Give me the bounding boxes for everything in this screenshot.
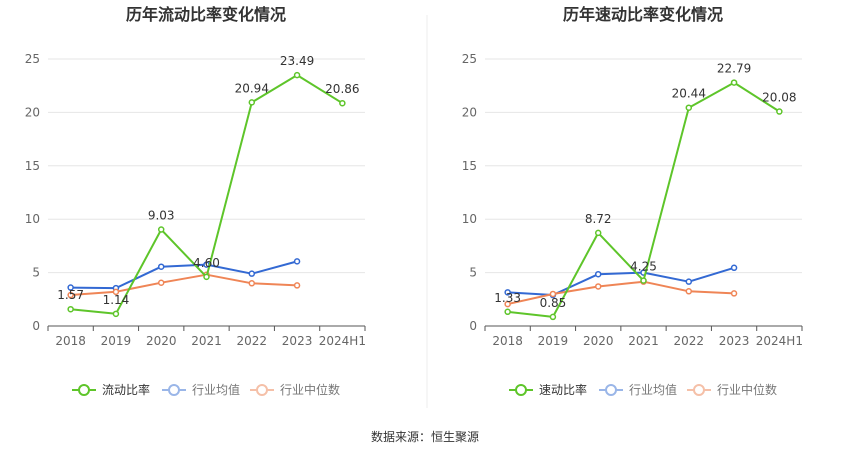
legend-label: 流动比率 <box>102 382 150 397</box>
x-tick-label: 2019 <box>101 334 132 348</box>
x-tick-label: 2021 <box>191 334 222 348</box>
y-tick-label: 10 <box>25 212 40 226</box>
data-point-median <box>112 288 120 296</box>
legend-swatch-marker <box>78 384 90 396</box>
data-point-ratio <box>594 229 602 237</box>
data-label: 20.94 <box>235 81 269 95</box>
data-point-avg <box>685 278 693 285</box>
data-label: 1.57 <box>57 288 84 302</box>
data-label: 20.86 <box>325 82 359 96</box>
y-tick-label: 25 <box>462 52 477 66</box>
x-tick-label: 2018 <box>492 334 523 348</box>
chart-title: 历年流动比率变化情况 <box>126 5 286 24</box>
data-source: 数据来源：恒生聚源 <box>370 430 479 444</box>
x-tick-label: 2020 <box>146 334 177 348</box>
data-point-median <box>685 288 693 295</box>
data-label: 1.14 <box>103 293 130 307</box>
data-point-ratio <box>339 99 346 107</box>
legend-swatch-marker <box>693 384 705 396</box>
x-tick-label: 2020 <box>583 334 614 348</box>
data-point-ratio <box>776 108 783 115</box>
data-label: 1.33 <box>494 291 521 305</box>
data-point-median <box>504 300 511 308</box>
data-point-ratio <box>504 308 511 316</box>
data-point-ratio <box>640 277 647 284</box>
x-tick-label: 2018 <box>55 334 86 348</box>
current-ratio-chart: 历年流动比率变化情况 0 5 10 15 20 25 2018 2019 2020 2021 2022… <box>25 5 366 397</box>
data-point-avg <box>67 284 74 291</box>
data-point-avg <box>504 289 511 296</box>
data-point-ratio <box>67 305 74 313</box>
y-tick-label: 0 <box>469 319 477 333</box>
legend-swatch-marker <box>256 384 268 396</box>
data-point-ratio <box>685 104 693 111</box>
data-label: 20.08 <box>762 91 796 105</box>
y-tick-label: 20 <box>25 105 40 119</box>
legend-swatch-marker <box>515 384 527 396</box>
chart-title: 历年速动比率变化情况 <box>563 5 723 24</box>
data-label: 22.79 <box>717 62 751 76</box>
series-line-median <box>70 273 298 296</box>
x-tick-label: 2024H1 <box>319 334 366 348</box>
data-label: 9.03 <box>148 209 175 223</box>
legend-label: 速动比率 <box>539 382 587 397</box>
y-tick-label: 10 <box>462 212 477 226</box>
y-tick-label: 15 <box>462 159 477 173</box>
x-tick-label: 2022 <box>674 334 705 348</box>
legend-swatch-marker <box>605 384 617 396</box>
data-label: 8.72 <box>585 212 612 226</box>
data-point-ratio <box>248 99 256 106</box>
y-tick-label: 20 <box>462 105 477 119</box>
legend-label: 行业中位数 <box>717 382 777 397</box>
y-tick-label: 5 <box>32 266 40 280</box>
data-label: 0.85 <box>540 296 567 310</box>
legend-label: 行业均值 <box>629 382 677 397</box>
data-label: 20.44 <box>672 87 706 101</box>
data-point-median <box>67 291 74 299</box>
data-point-ratio <box>112 310 120 318</box>
data-point-avg <box>730 264 738 272</box>
legend-label: 行业均值 <box>192 382 240 397</box>
data-point-median <box>157 279 165 286</box>
quick-ratio-chart: 历年速动比率变化情况 0 5 10 15 20 25 2018 2019 2020 2021 2022… <box>462 5 803 397</box>
data-point-median <box>293 282 301 289</box>
data-point-avg <box>157 263 165 270</box>
data-point-avg <box>594 270 602 278</box>
series-line-avg <box>507 266 735 296</box>
data-point-ratio <box>157 226 165 233</box>
series-line-median <box>507 280 735 306</box>
x-tick-label: 2024H1 <box>756 334 803 348</box>
x-tick-label: 2023 <box>282 334 313 348</box>
x-tick-label: 2022 <box>237 334 268 348</box>
x-tick-label: 2019 <box>538 334 569 348</box>
data-point-median <box>248 280 256 287</box>
y-tick-label: 0 <box>32 319 40 333</box>
x-tick-label: 2021 <box>628 334 659 348</box>
y-tick-label: 15 <box>25 159 40 173</box>
data-point-median <box>730 290 738 297</box>
y-tick-label: 25 <box>25 52 40 66</box>
y-tick-label: 5 <box>469 266 477 280</box>
data-point-ratio <box>730 79 738 86</box>
series-line-avg <box>70 260 298 290</box>
data-point-median <box>594 283 602 290</box>
x-tick-label: 2023 <box>719 334 750 348</box>
data-point-median <box>549 290 557 298</box>
data-point-ratio <box>549 313 557 321</box>
data-point-avg <box>248 270 256 277</box>
data-point-ratio <box>203 273 210 281</box>
data-label: 4.60 <box>193 256 220 270</box>
data-point-avg <box>293 258 301 265</box>
data-label: 4.25 <box>630 260 657 274</box>
data-label: 23.49 <box>280 54 314 68</box>
legend-swatch-marker <box>168 384 180 396</box>
legend-label: 行业中位数 <box>280 382 340 397</box>
data-point-ratio <box>293 71 301 79</box>
